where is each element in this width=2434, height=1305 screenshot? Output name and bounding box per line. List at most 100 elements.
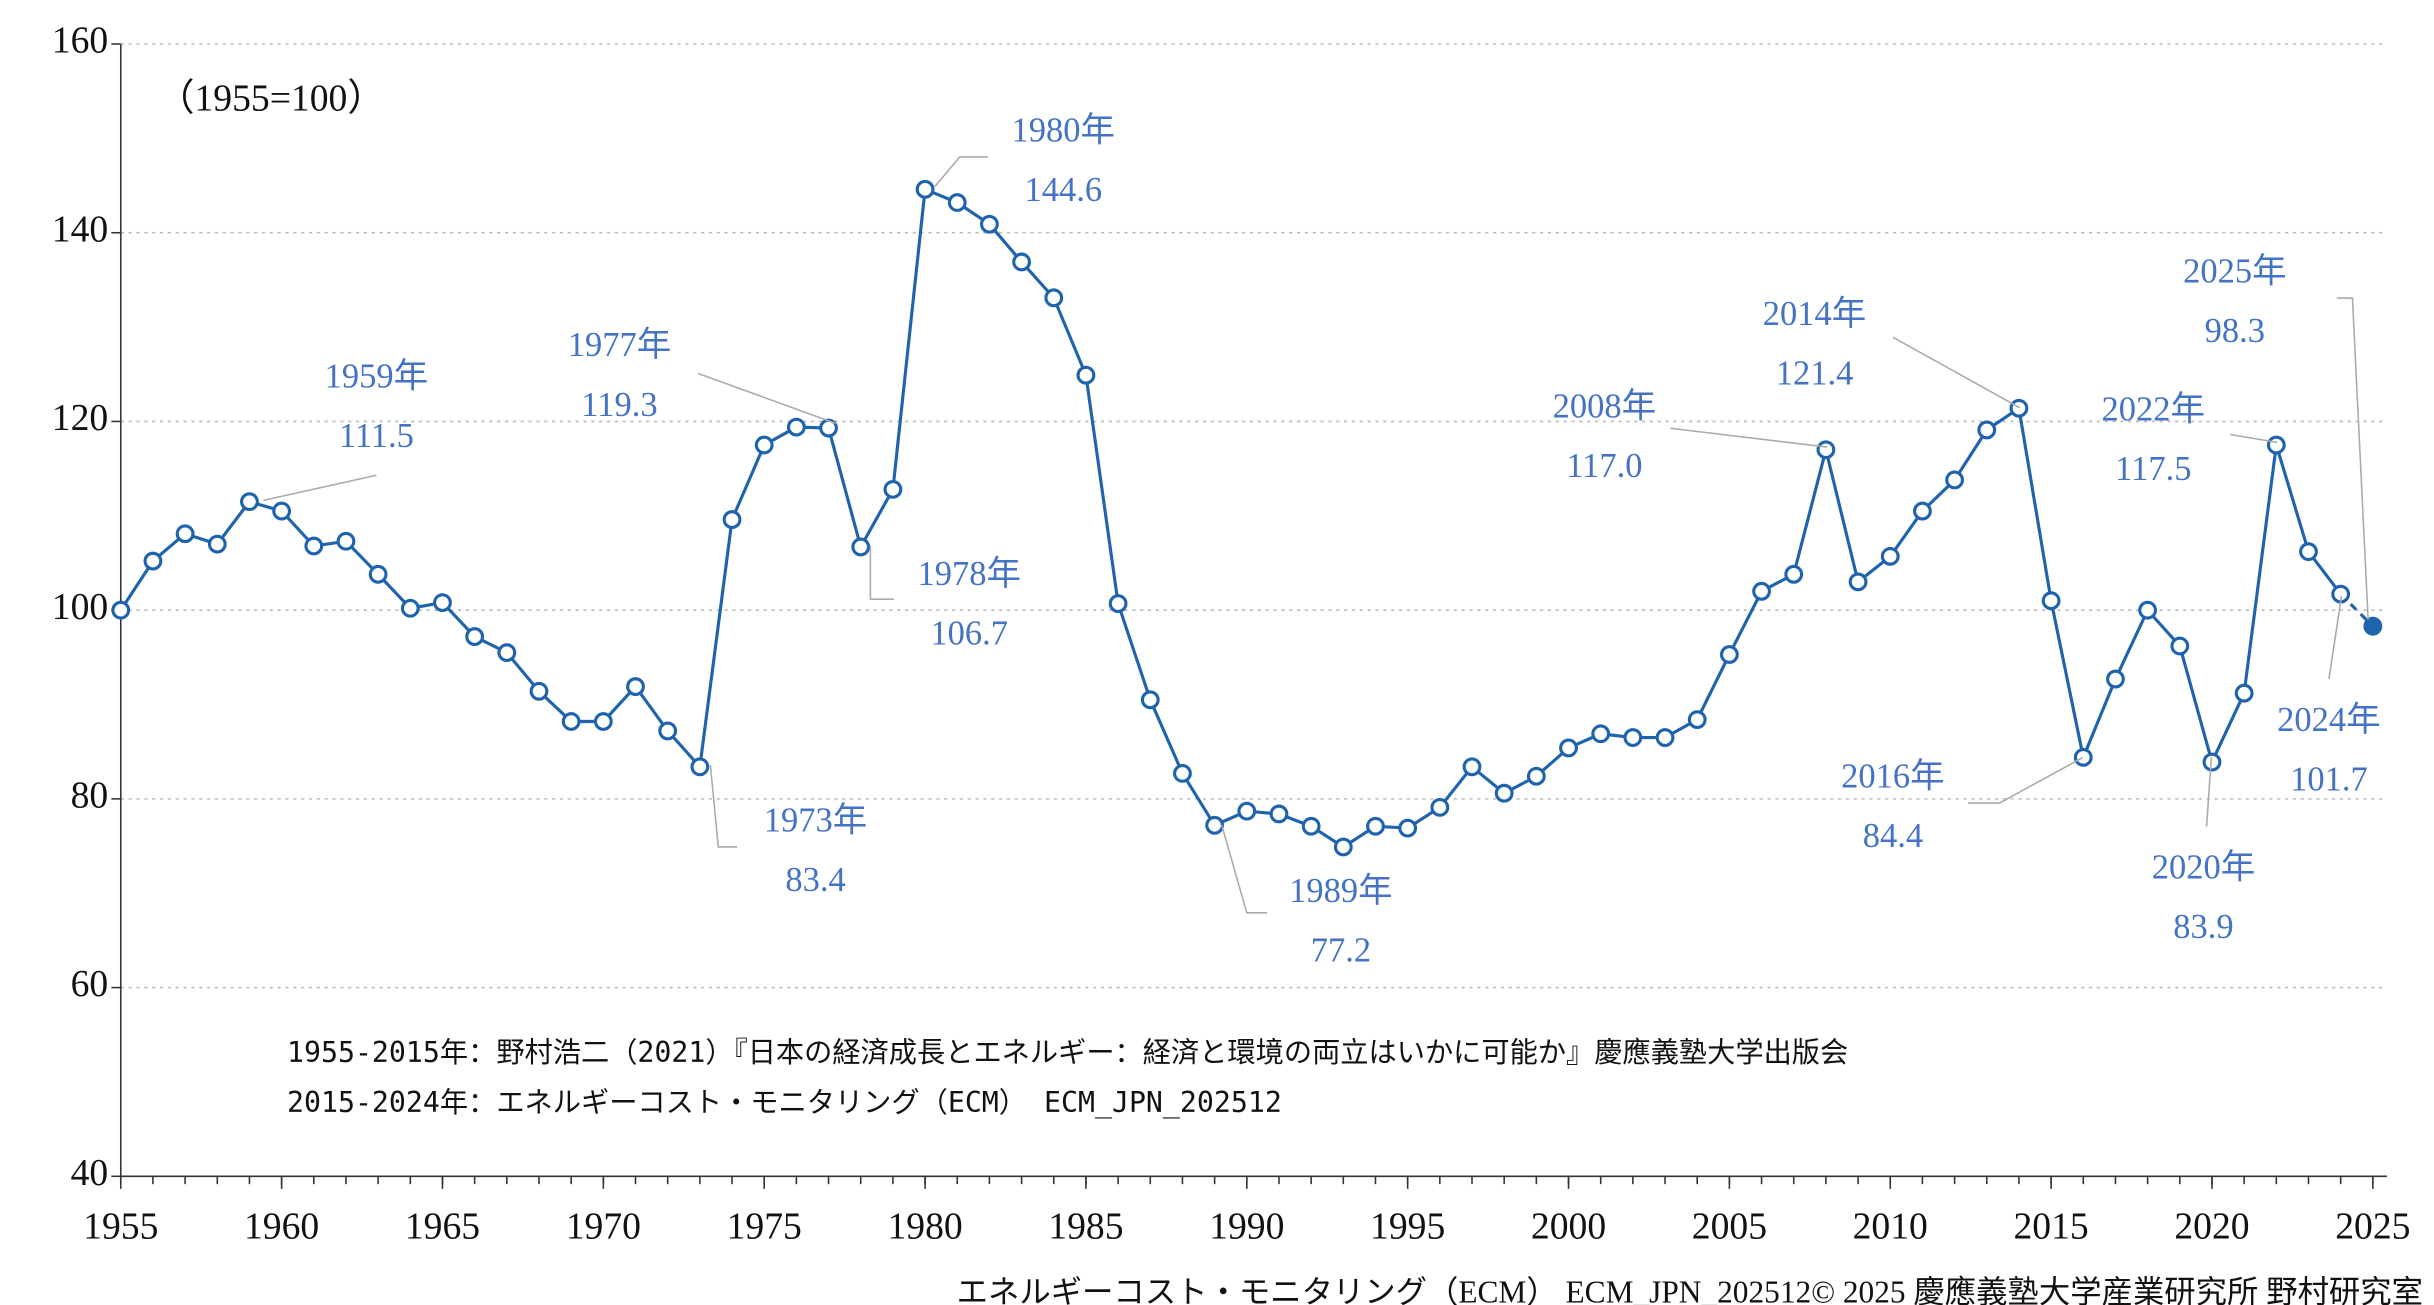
annotation-year: 1978年: [917, 555, 1021, 593]
leader-line: [709, 765, 738, 848]
data-point: [1333, 837, 1353, 857]
data-point: [1269, 804, 1289, 824]
leader-line: [2328, 595, 2343, 680]
data-point: [1559, 738, 1578, 758]
data-point: [433, 593, 452, 613]
data-point: [2202, 752, 2222, 772]
data-point: [240, 492, 259, 512]
data-point: [980, 214, 999, 234]
data-point: [1752, 581, 1771, 601]
annotation-value: 119.3: [581, 386, 657, 424]
leader-line: [263, 474, 377, 502]
annotation-year: 1989年: [1289, 872, 1393, 910]
annotation-year: 2008年: [1553, 387, 1657, 425]
data-point: [851, 537, 871, 557]
data-point: [2106, 669, 2125, 689]
data-point: [272, 501, 292, 521]
data-line: [119, 187, 2342, 849]
data-point: [1398, 818, 1418, 838]
data-point: [1945, 470, 1965, 490]
data-point: [1173, 763, 1192, 783]
leader-line: [1670, 427, 1828, 448]
data-point: [400, 598, 420, 618]
annotation-year: 2020年: [2152, 848, 2256, 886]
x-tick-label: 2025: [2335, 1205, 2410, 1247]
data-point: [1816, 440, 1836, 460]
data-point: [1044, 288, 1064, 308]
data-point: [1591, 724, 1611, 744]
data-point: [207, 534, 227, 554]
data-point: [336, 531, 356, 551]
annotation-year: 2016年: [1841, 757, 1945, 795]
x-tick-label: 2020: [2174, 1205, 2249, 1247]
data-point: [2138, 600, 2158, 620]
subtitle: （1955=100）: [157, 78, 385, 120]
data-point: [1655, 728, 1675, 747]
annotation-year: 1977年: [568, 326, 672, 364]
data-point: [1430, 797, 1450, 817]
x-tick-label: 1965: [405, 1205, 480, 1247]
annotation-year: 1973年: [764, 801, 868, 839]
data-point: [947, 193, 967, 212]
annotation-value: 98.3: [2205, 312, 2265, 350]
leader-line: [1968, 756, 2084, 804]
data-point: [658, 721, 678, 741]
data-point: [1366, 816, 1385, 836]
data-point: [2266, 435, 2286, 455]
data-point: [2009, 398, 2029, 418]
data-point: [1977, 420, 1997, 440]
annotation-year: 2022年: [2102, 390, 2206, 428]
annotation-value: 84.4: [1863, 817, 1923, 855]
annotation-value: 121.4: [1776, 354, 1854, 392]
data-point: [690, 757, 710, 777]
y-tick-label: 60: [71, 963, 109, 1005]
data-point: [304, 536, 324, 556]
data-point: [2041, 591, 2061, 611]
annotation-year: 1959年: [325, 358, 429, 396]
annotation-value: 117.0: [1566, 447, 1642, 485]
y-tick-label: 160: [52, 20, 108, 62]
data-point: [626, 677, 645, 696]
data-point: [1880, 546, 1900, 566]
x-tick-label: 1990: [1209, 1205, 1284, 1247]
annotation-year: 1980年: [1012, 111, 1116, 149]
annotation-year: 2014年: [1763, 295, 1867, 333]
y-tick-label: 100: [52, 586, 108, 628]
y-tick-label: 140: [52, 208, 108, 250]
data-point: [1108, 594, 1128, 613]
leader-line: [1220, 824, 1268, 914]
leader-line: [869, 545, 894, 600]
x-tick-label: 2010: [1853, 1205, 1928, 1247]
x-tick-label: 1975: [727, 1205, 802, 1247]
data-point: [915, 179, 935, 199]
data-point: [529, 681, 549, 701]
data-point: [465, 627, 485, 646]
data-point: [1301, 816, 1321, 836]
data-point: [175, 524, 195, 544]
data-point: [1623, 728, 1643, 747]
data-point: [2234, 683, 2254, 703]
data-point: [497, 643, 517, 663]
leader-line: [1892, 336, 2021, 409]
source-note: 1955-2015年：野村浩二（2021）『日本の経済成長とエネルギー：経済と環…: [287, 1036, 1848, 1069]
x-tick-label: 1995: [1370, 1205, 1445, 1247]
leader-line: [2336, 297, 2369, 620]
x-tick-label: 2000: [1531, 1205, 1606, 1247]
data-point: [1237, 801, 1257, 821]
data-point: [1012, 252, 1031, 272]
data-point: [1205, 815, 1225, 835]
x-tick-label: 2015: [2013, 1205, 2088, 1247]
leader-line: [934, 156, 989, 188]
leader-line: [2229, 433, 2278, 444]
x-tick-label: 1970: [566, 1205, 641, 1247]
data-point: [143, 551, 163, 571]
data-point: [111, 600, 131, 620]
data-point: [593, 712, 613, 731]
annotation-value: 77.2: [1311, 932, 1371, 970]
data-point: [2073, 747, 2093, 767]
data-point: [1913, 501, 1932, 521]
annotation-year: 2024年: [2277, 701, 2381, 739]
x-tick-label: 1955: [83, 1205, 158, 1247]
leader-line: [697, 372, 837, 425]
